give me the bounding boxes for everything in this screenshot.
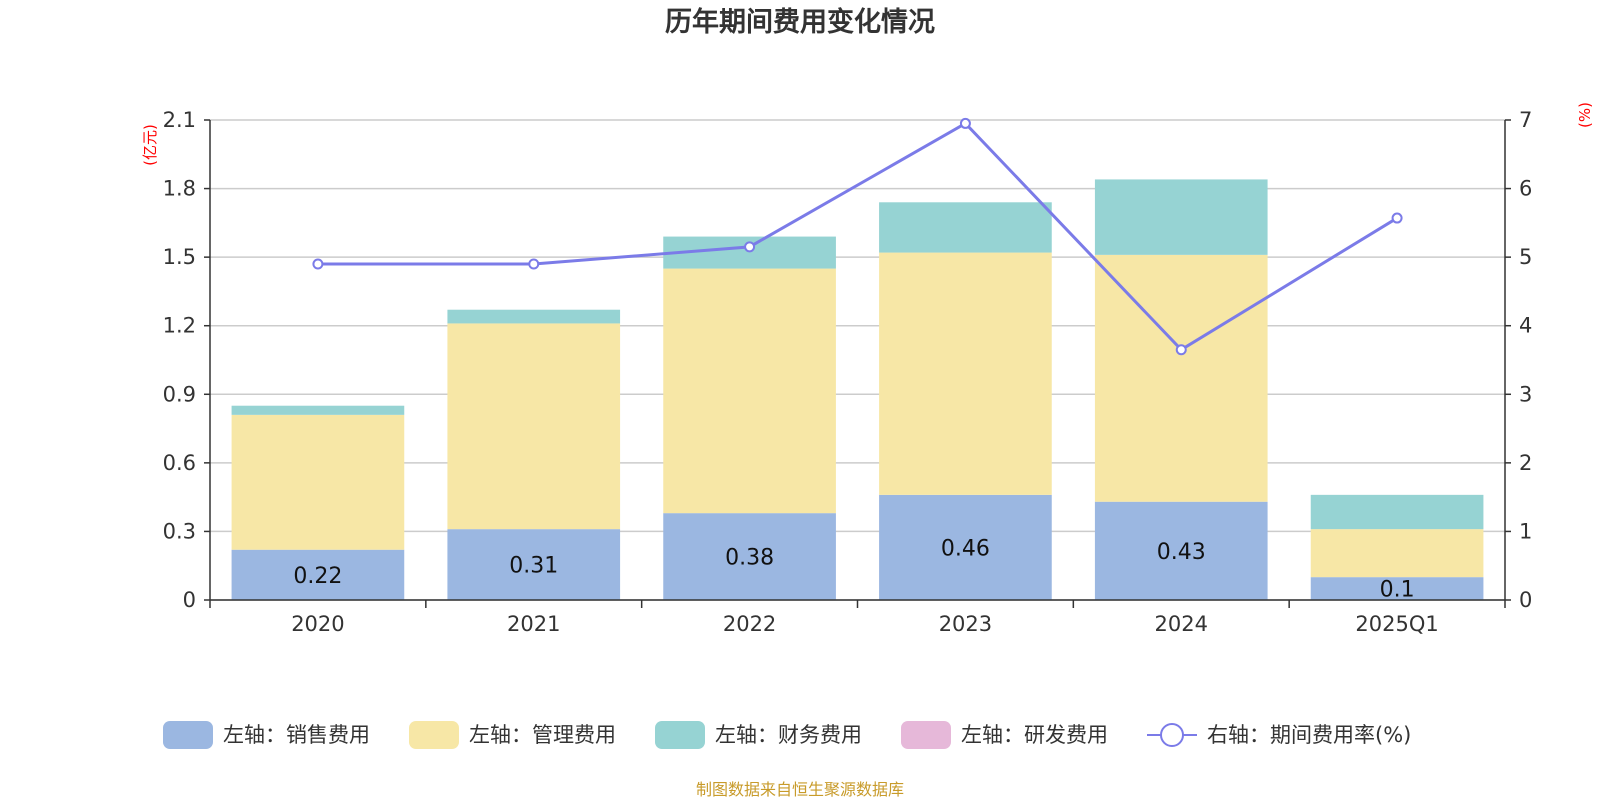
bar-segment	[231, 549, 405, 600]
legend-swatch	[901, 721, 951, 749]
rate-line-layer	[312, 117, 1403, 356]
right-tick-label: 6	[1519, 177, 1532, 201]
legend-label: 右轴：期间费用率(%)	[1207, 723, 1411, 747]
right-tick-label: 2	[1519, 451, 1532, 475]
bar-segment	[1310, 529, 1484, 578]
data-label: 0.1	[1380, 578, 1415, 603]
x-tick-label: 2020	[291, 612, 344, 636]
bar-segment	[1094, 179, 1268, 255]
rate-point	[959, 117, 971, 129]
x-axis-ticks: 2020 2021 2022 2023 2024 2025Q1	[209, 600, 1506, 636]
bar-segment	[879, 252, 1052, 495]
legend-label: 左轴：研发费用	[961, 723, 1108, 747]
bar-segment	[447, 323, 621, 530]
left-tick-label: 0.3	[163, 519, 196, 543]
legend-circle-symbol	[1160, 723, 1184, 747]
right-tick-label: 7	[1519, 108, 1532, 132]
x-tick-label: 2025Q1	[1355, 612, 1438, 636]
bar-segment	[447, 529, 621, 600]
left-tick-label: 1.5	[163, 245, 196, 269]
right-tick-label: 5	[1519, 245, 1532, 269]
x-tick-label: 2023	[939, 612, 992, 636]
data-label: 0.22	[293, 564, 342, 589]
x-tick-label: 2022	[723, 612, 776, 636]
legend-label: 左轴：管理费用	[469, 723, 616, 747]
bar-segment	[231, 414, 405, 550]
data-label: 0.43	[1157, 540, 1206, 565]
legend: 左轴：销售费用 左轴：管理费用 左轴：财务费用 左轴：研发费用 右轴：期间费用率(%)	[163, 721, 1411, 749]
data-label: 0.46	[941, 536, 990, 561]
bar-segment	[231, 405, 405, 415]
chart-title: 历年期间费用变化情况	[665, 6, 935, 38]
rate-line	[317, 121, 1398, 352]
left-tick-label: 1.8	[163, 177, 196, 201]
left-tick-label: 2.1	[163, 108, 196, 132]
legend-label: 左轴：销售费用	[223, 723, 370, 747]
rate-point	[312, 258, 324, 270]
right-tick-label: 4	[1519, 314, 1532, 338]
x-tick-label: 2024	[1155, 612, 1208, 636]
rate-point	[744, 241, 756, 253]
bar-layer	[231, 179, 1484, 600]
right-axis-unit: (%)	[1576, 102, 1594, 128]
bar-segment	[879, 202, 1052, 253]
right-axis-ticks: 0 1 2 3 4 5 6 7	[1505, 108, 1532, 612]
bar-segment	[1094, 254, 1268, 502]
bar-segment	[1094, 501, 1268, 600]
left-tick-label: 1.2	[163, 314, 196, 338]
legend-swatch	[163, 721, 213, 749]
data-label: 0.31	[509, 554, 558, 579]
left-axis-ticks: 0 0.3 0.6 0.9 1.2 1.5 1.8 2.1	[163, 108, 210, 612]
rate-point	[528, 258, 540, 270]
bar-segment	[1310, 577, 1484, 600]
right-tick-label: 1	[1519, 519, 1532, 543]
left-axis-unit: (亿元)	[141, 124, 159, 166]
legend-swatch	[655, 721, 705, 749]
right-tick-label: 0	[1519, 588, 1532, 612]
right-tick-label: 3	[1519, 382, 1532, 406]
legend-swatch	[409, 721, 459, 749]
rate-point	[1175, 344, 1187, 356]
source-note: 制图数据来自恒生聚源数据库	[696, 780, 904, 799]
left-tick-label: 0	[183, 588, 196, 612]
bar-segment	[663, 268, 836, 514]
data-label-layer: 0.22 0.31 0.38 0.46 0.43 0.1	[293, 536, 1414, 602]
bar-segment	[663, 513, 836, 600]
bar-segment	[1310, 494, 1484, 530]
gridlines	[210, 119, 1505, 601]
data-label: 0.38	[725, 546, 774, 571]
x-tick-label: 2021	[507, 612, 560, 636]
bar-segment	[879, 494, 1052, 600]
left-tick-label: 0.9	[163, 382, 196, 406]
rate-point	[1391, 212, 1403, 224]
bar-segment	[447, 309, 621, 324]
legend-label: 左轴：财务费用	[715, 723, 862, 747]
left-tick-label: 0.6	[163, 451, 196, 475]
